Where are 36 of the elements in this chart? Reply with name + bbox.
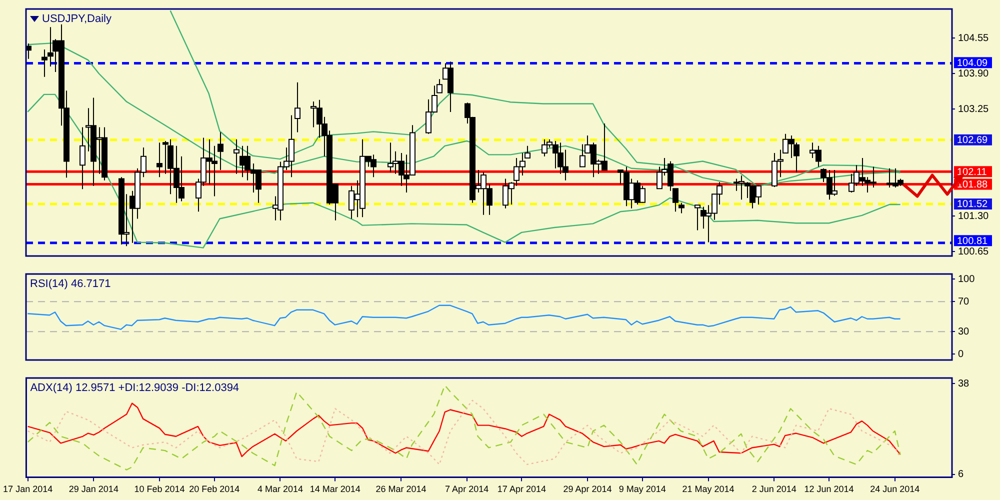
x-tick-label: 12 Jun 2014 [804, 484, 854, 494]
x-tick-label: 20 Feb 2014 [189, 484, 240, 494]
x-tick-label: 14 Mar 2014 [310, 484, 360, 494]
x-tick-label: 29 Apr 2014 [563, 484, 612, 494]
y-tick-label: 101.30 [958, 210, 990, 222]
y-tick-label: 38 [958, 378, 970, 390]
line-series [27, 384, 901, 470]
x-tick-label: 10 Feb 2014 [134, 484, 185, 494]
y-tick-label: 100 [958, 274, 976, 285]
x-tick-label: 9 May 2014 [618, 484, 666, 494]
x-tick-label: 29 Jan 2014 [68, 484, 118, 494]
y-tick-label: 30 [958, 326, 970, 338]
y-tick-label: 70 [958, 296, 970, 308]
x-tick-label: 24 Jun 2014 [870, 484, 920, 494]
ref-line-label: 102.11 [957, 166, 988, 178]
chart-title: USDJPY,Daily [42, 13, 112, 26]
ref-line-label: 100.81 [957, 236, 988, 247]
y-tick-label: 6 [958, 469, 964, 480]
x-tick-label: 4 Mar 2014 [257, 484, 304, 494]
y-tick-label: 0 [958, 348, 964, 360]
ref-line-label: 104.09 [957, 58, 988, 69]
ref-line-label: 102.69 [957, 135, 988, 146]
x-tick-label: 2 Jun 2014 [752, 484, 796, 494]
chart-title: RSI(14) 46.7171 [30, 278, 111, 290]
y-tick-label: 100.65 [958, 246, 990, 258]
x-tick-label: 7 Apr 2014 [445, 484, 489, 494]
x-tick-label: 17 Apr 2014 [497, 484, 546, 494]
x-tick-label: 21 May 2014 [682, 484, 734, 494]
ref-line-label: 101.52 [957, 199, 988, 210]
y-tick-label: 104.55 [958, 32, 990, 44]
y-tick-label: 103.25 [958, 104, 990, 115]
y-tick-label: 103.90 [958, 68, 990, 80]
line-series [27, 400, 901, 466]
chart-title: ADX(14) 12.9571 +DI:12.9039 -DI:12.0394 [30, 382, 240, 394]
x-tick-label: 26 Mar 2014 [376, 484, 426, 494]
x-tick-label: 17 Jan 2014 [3, 484, 53, 494]
